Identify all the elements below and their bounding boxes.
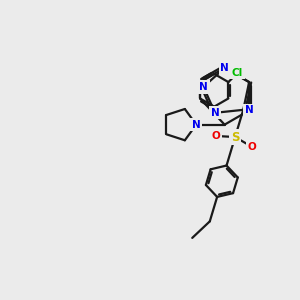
- Text: N: N: [211, 108, 219, 118]
- Text: S: S: [231, 130, 239, 143]
- Text: N: N: [245, 106, 254, 116]
- Text: N: N: [199, 82, 208, 92]
- Text: N: N: [192, 120, 201, 130]
- Text: O: O: [247, 142, 256, 152]
- Text: N: N: [220, 63, 229, 73]
- Text: Cl: Cl: [232, 68, 243, 77]
- Text: O: O: [212, 131, 220, 141]
